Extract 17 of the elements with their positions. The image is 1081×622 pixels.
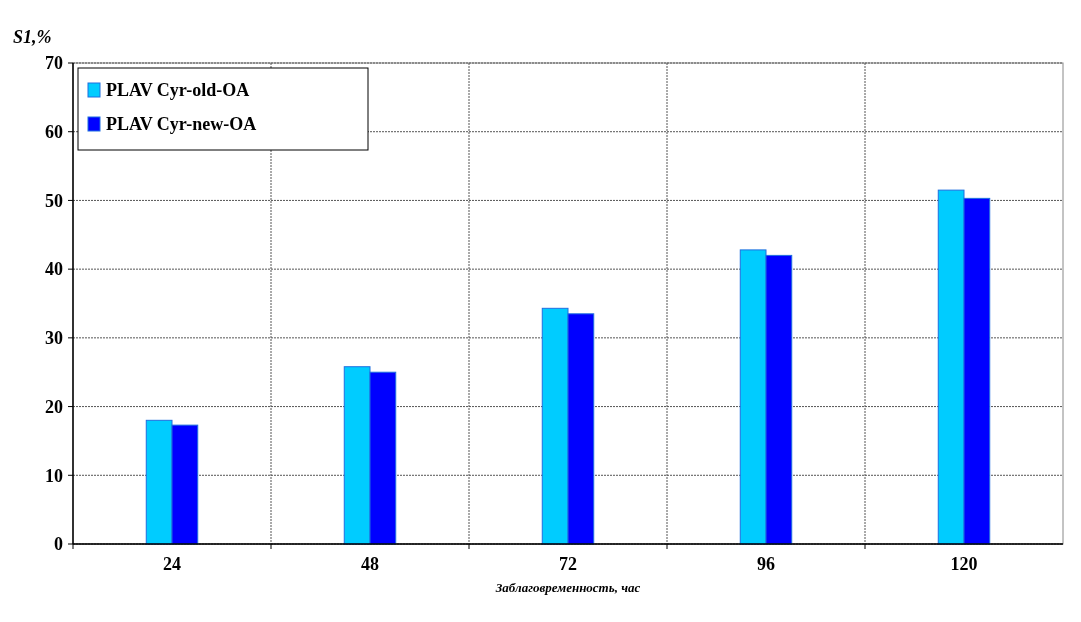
x-tick-label: 48	[361, 554, 379, 574]
y-axis-title: S1,%	[13, 27, 52, 47]
legend-label: PLAV Cyr-old-OA	[106, 80, 250, 100]
x-axis-title: Заблаговременность, час	[494, 580, 641, 595]
x-tick-label: 96	[757, 554, 775, 574]
y-tick-label: 60	[45, 122, 63, 143]
y-tick-label: 30	[45, 328, 63, 349]
y-tick-label: 0	[54, 534, 63, 555]
y-tick-label: 50	[45, 190, 63, 211]
x-tick-label: 24	[163, 554, 181, 574]
y-tick-label: 40	[45, 259, 63, 280]
x-tick-label: 72	[559, 554, 577, 574]
y-tick-label: 10	[45, 465, 63, 486]
y-tick-label: 70	[45, 53, 63, 74]
legend-label: PLAV Cyr-new-OA	[106, 114, 257, 134]
y-tick-label: 20	[45, 396, 63, 417]
x-tick-label: 120	[950, 554, 978, 574]
